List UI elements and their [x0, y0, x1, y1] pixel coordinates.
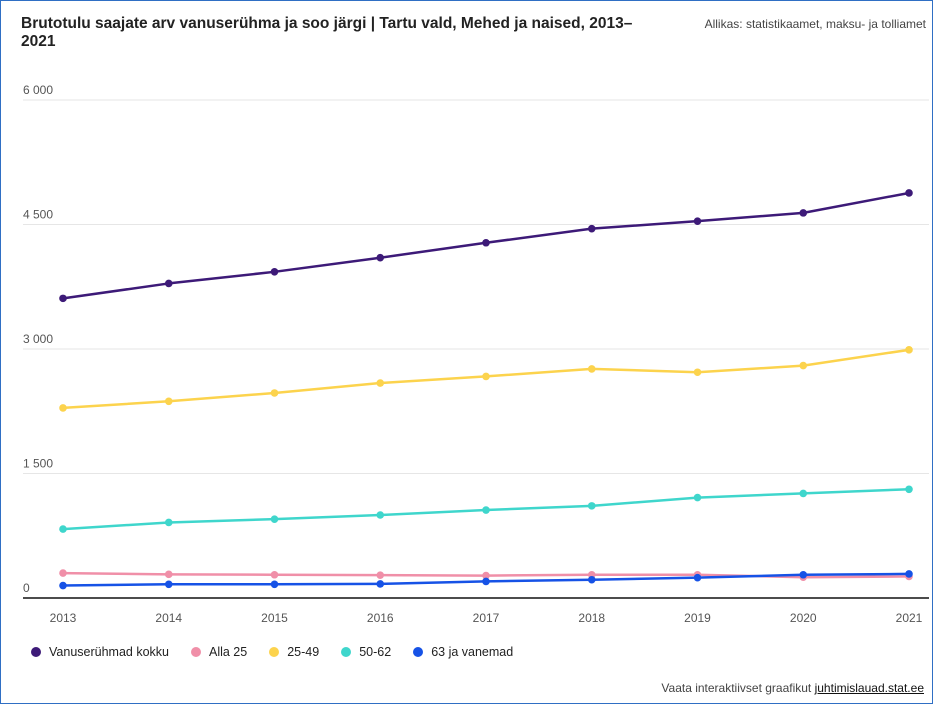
- x-tick-label: 2019: [684, 611, 711, 625]
- data-point: [164, 580, 173, 589]
- footer-prefix: Vaata interaktiivset graafikut: [661, 681, 815, 695]
- data-point: [270, 268, 279, 276]
- legend-marker: [269, 647, 280, 657]
- data-point: [164, 518, 173, 527]
- data-point: [799, 361, 808, 370]
- y-tick-label: 4 500: [23, 208, 53, 222]
- data-point: [799, 570, 808, 579]
- legend-label: Alla 25: [208, 645, 248, 659]
- data-point: [905, 485, 913, 494]
- data-point: [59, 525, 67, 533]
- legend-marker: [341, 647, 352, 657]
- data-point: [905, 189, 913, 197]
- data-point: [482, 577, 490, 586]
- data-point: [164, 397, 173, 406]
- footer-note: Vaata interaktiivset graafikut juhtimisl…: [661, 681, 924, 695]
- data-point: [905, 570, 913, 578]
- legend-marker: [190, 647, 201, 657]
- legend-label: 50-62: [359, 645, 392, 659]
- x-tick-label: 2016: [367, 611, 394, 625]
- data-point: [270, 580, 279, 589]
- legend-label: 25-49: [287, 645, 320, 659]
- data-point: [164, 279, 173, 288]
- legend-label: Vanuserühmad kokku: [49, 645, 169, 659]
- y-tick-label: 6 000: [23, 83, 53, 97]
- data-point: [376, 571, 385, 579]
- data-point: [693, 217, 702, 225]
- data-point: [59, 581, 67, 590]
- data-point: [693, 368, 702, 377]
- data-point: [799, 209, 808, 217]
- data-point: [270, 570, 279, 579]
- legend-item[interactable]: 63 ja vanemad: [413, 645, 513, 659]
- data-point: [482, 506, 490, 514]
- x-tick-label: 2018: [578, 611, 605, 625]
- data-point: [693, 573, 702, 582]
- x-tick-label: 2020: [790, 611, 817, 625]
- data-point: [376, 253, 385, 262]
- x-tick-label: 2015: [261, 611, 288, 625]
- data-point: [376, 379, 385, 387]
- data-point: [799, 489, 808, 498]
- legend-item[interactable]: 50-62: [341, 645, 391, 659]
- legend-item[interactable]: Alla 25: [190, 645, 248, 659]
- source-note: Allikas: statistikaamet, maksu- ja tolli…: [704, 17, 926, 31]
- data-point: [693, 493, 702, 502]
- data-point: [59, 569, 67, 577]
- legend-item[interactable]: Vanuserühmad kokku: [31, 645, 169, 659]
- data-point: [905, 346, 913, 354]
- x-tick-label: 2017: [473, 611, 500, 625]
- data-point: [482, 238, 490, 247]
- data-point: [587, 575, 596, 584]
- data-point: [59, 404, 67, 412]
- x-tick-label: 2013: [50, 611, 77, 625]
- x-tick-label: 2014: [155, 611, 182, 625]
- x-tick-label: 2021: [896, 611, 923, 625]
- data-point: [482, 372, 490, 381]
- legend: Vanuserühmad kokku Alla 25 25-49 50-62 63 ja…: [31, 645, 535, 659]
- data-point: [587, 224, 596, 233]
- line-chart: 0 1 500 3 000 4 500 6 000 2013 2014 2015 2016 201…: [23, 83, 929, 625]
- stat-link[interactable]: juhtimislauad.stat.ee: [814, 681, 924, 695]
- y-tick-label: 0: [23, 581, 30, 595]
- chart-title: Brutotulu saajate arv vanuserühma ja soo…: [21, 15, 633, 50]
- legend-label: 63 ja vanemad: [431, 645, 514, 659]
- data-point: [482, 571, 490, 580]
- legend-marker: [31, 647, 41, 657]
- y-tick-label: 1 500: [23, 457, 53, 471]
- legend-marker: [413, 647, 424, 657]
- data-point: [376, 511, 385, 519]
- data-point: [587, 365, 596, 373]
- data-point: [587, 502, 596, 510]
- data-point: [270, 389, 279, 397]
- legend-item[interactable]: 25-49: [269, 645, 319, 659]
- data-point: [164, 570, 173, 579]
- data-point: [270, 515, 279, 523]
- data-point: [376, 580, 385, 588]
- data-point: [59, 294, 67, 303]
- y-tick-label: 3 000: [23, 332, 53, 346]
